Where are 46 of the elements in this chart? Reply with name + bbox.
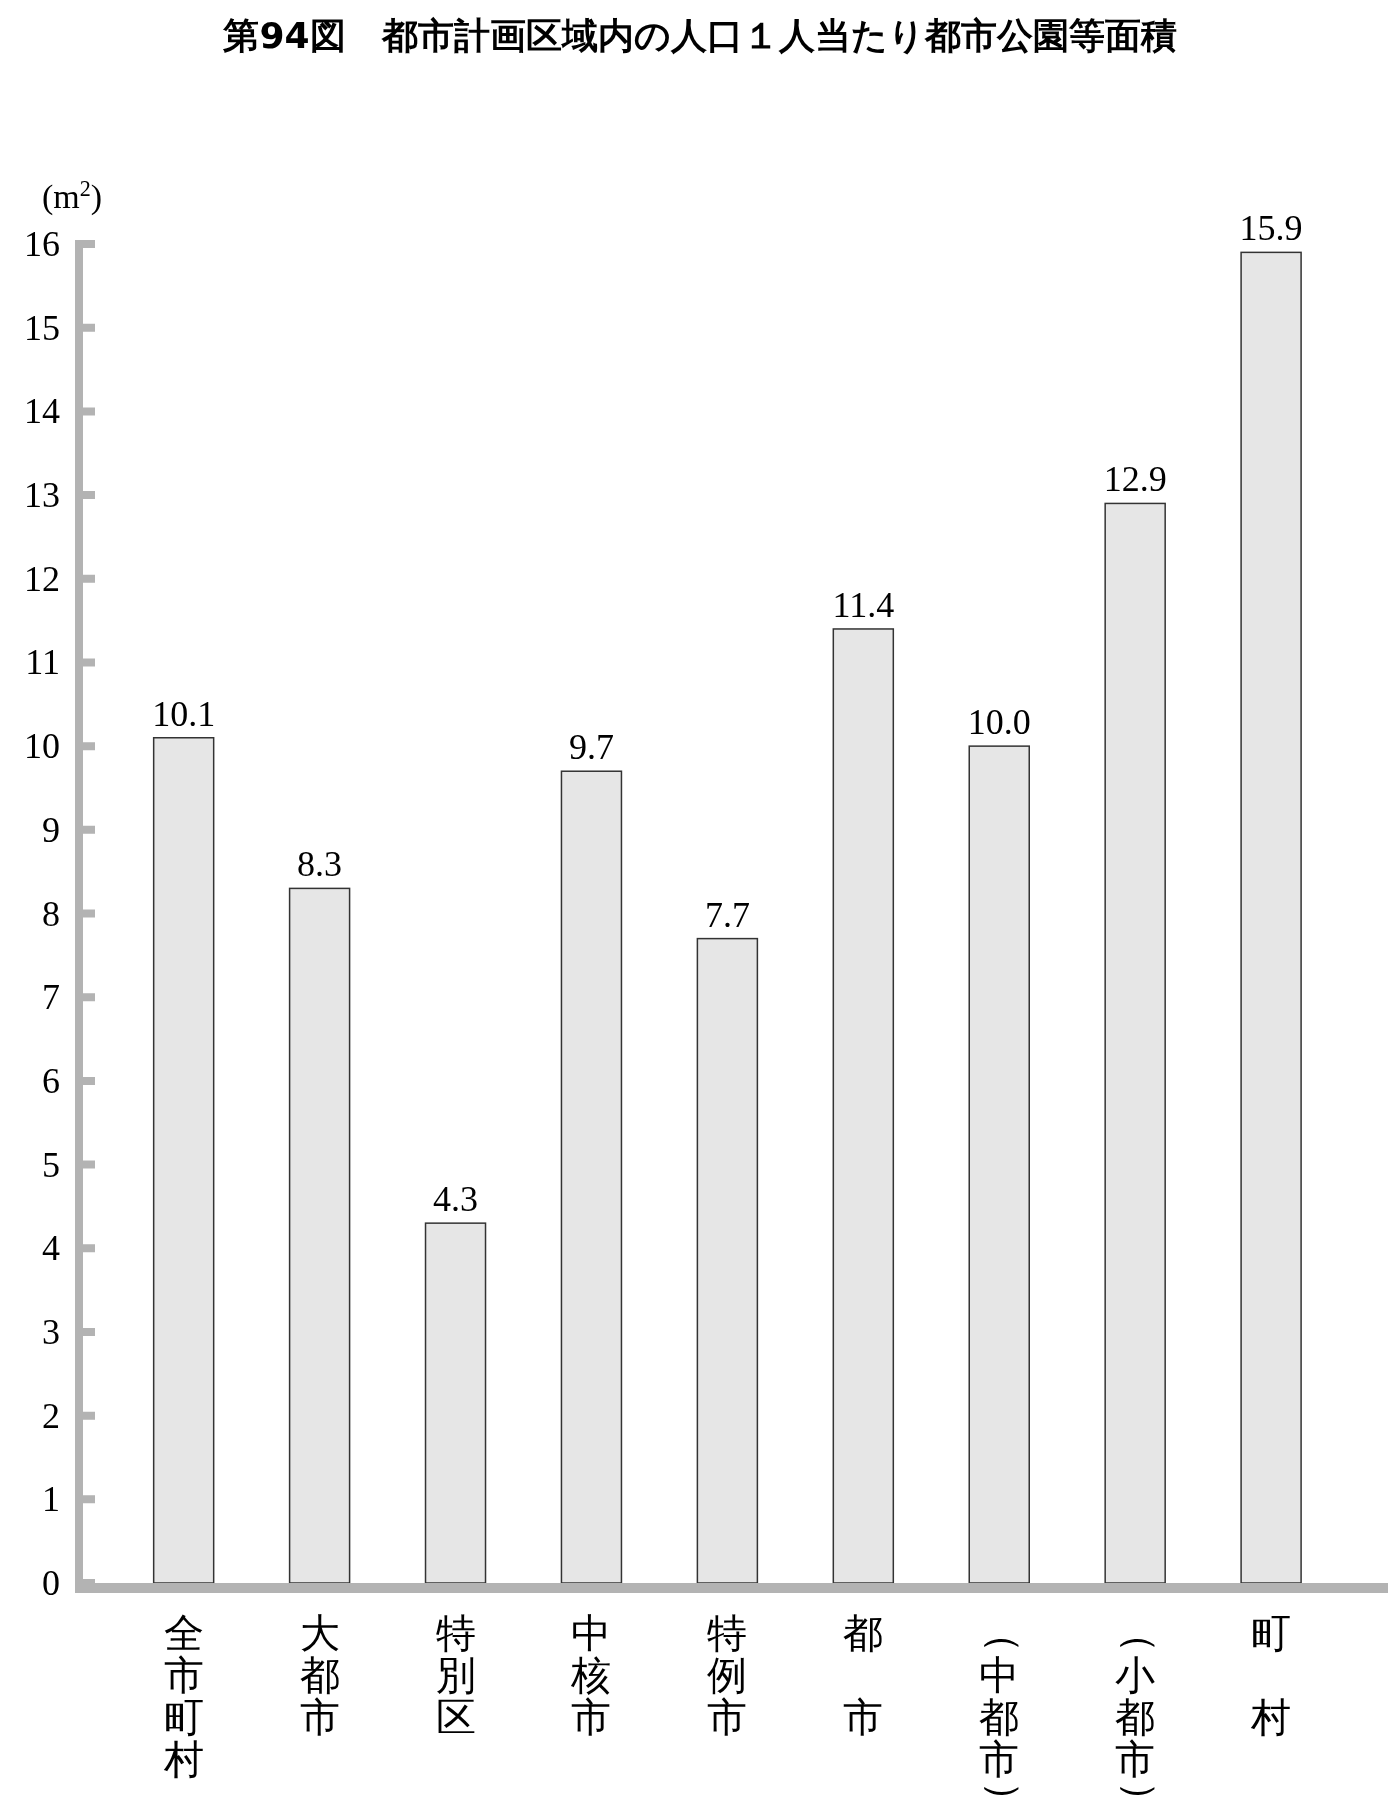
x-tick-label: 大都市: [299, 1611, 340, 1740]
x-tick-label: 全市町村: [162, 1611, 204, 1782]
bar: [424, 1222, 487, 1584]
data-label: 10.0: [967, 702, 1031, 743]
data-label: 12.9: [1103, 459, 1167, 500]
y-tick-label: 14: [24, 391, 60, 432]
x-tick-label: 特別区: [435, 1611, 476, 1740]
y-tick-label: 16: [24, 224, 60, 264]
x-tick-label: 特例市: [707, 1611, 748, 1740]
y-tick-label: 6: [42, 1060, 60, 1101]
bar: [560, 770, 623, 1584]
y-tick-label: 7: [42, 977, 60, 1018]
y-tick-label: 9: [42, 809, 60, 850]
y-tick-label: 0: [42, 1563, 60, 1603]
y-axis-title: (m$^{2}$): [42, 175, 103, 216]
bar: [696, 937, 759, 1584]
y-tick-label: 1: [42, 1479, 60, 1520]
data-label: 15.9: [1239, 208, 1303, 249]
bar: [1240, 251, 1302, 1584]
y-tick-label: 12: [24, 558, 60, 599]
y-tick-label: 13: [24, 475, 60, 516]
x-tick-label: 中核市: [570, 1611, 612, 1740]
data-label: 10.1: [152, 693, 216, 734]
y-tick-label: 2: [42, 1395, 60, 1436]
data-label: 7.7: [704, 894, 750, 935]
bar: [968, 745, 1030, 1584]
y-tick-label: 3: [42, 1311, 60, 1352]
y-tick-label: 5: [42, 1144, 60, 1185]
data-label: 9.7: [568, 727, 614, 768]
y-tick-label: 11: [25, 642, 60, 683]
data-label: 11.4: [832, 584, 895, 625]
x-tick-label: （中都市）: [979, 1613, 1028, 1814]
bar: [152, 737, 215, 1584]
x-tick-label: 町村: [1250, 1611, 1292, 1740]
chart-title: 第94図 都市計画区域内の人口１人当たり都市公園等面積: [222, 15, 1177, 56]
data-label: 4.3: [433, 1179, 479, 1220]
data-label: 8.3: [297, 844, 343, 885]
y-tick-label: 15: [24, 307, 60, 348]
y-tick-label: 4: [42, 1228, 60, 1269]
bar: [1104, 502, 1166, 1584]
y-tick-label: 10: [24, 726, 60, 767]
bar: [288, 887, 351, 1584]
x-tick-label: 都市: [843, 1611, 884, 1740]
y-tick-label: 8: [42, 893, 60, 934]
x-tick-label: （小都市）: [1115, 1613, 1164, 1814]
bar: [832, 628, 895, 1584]
